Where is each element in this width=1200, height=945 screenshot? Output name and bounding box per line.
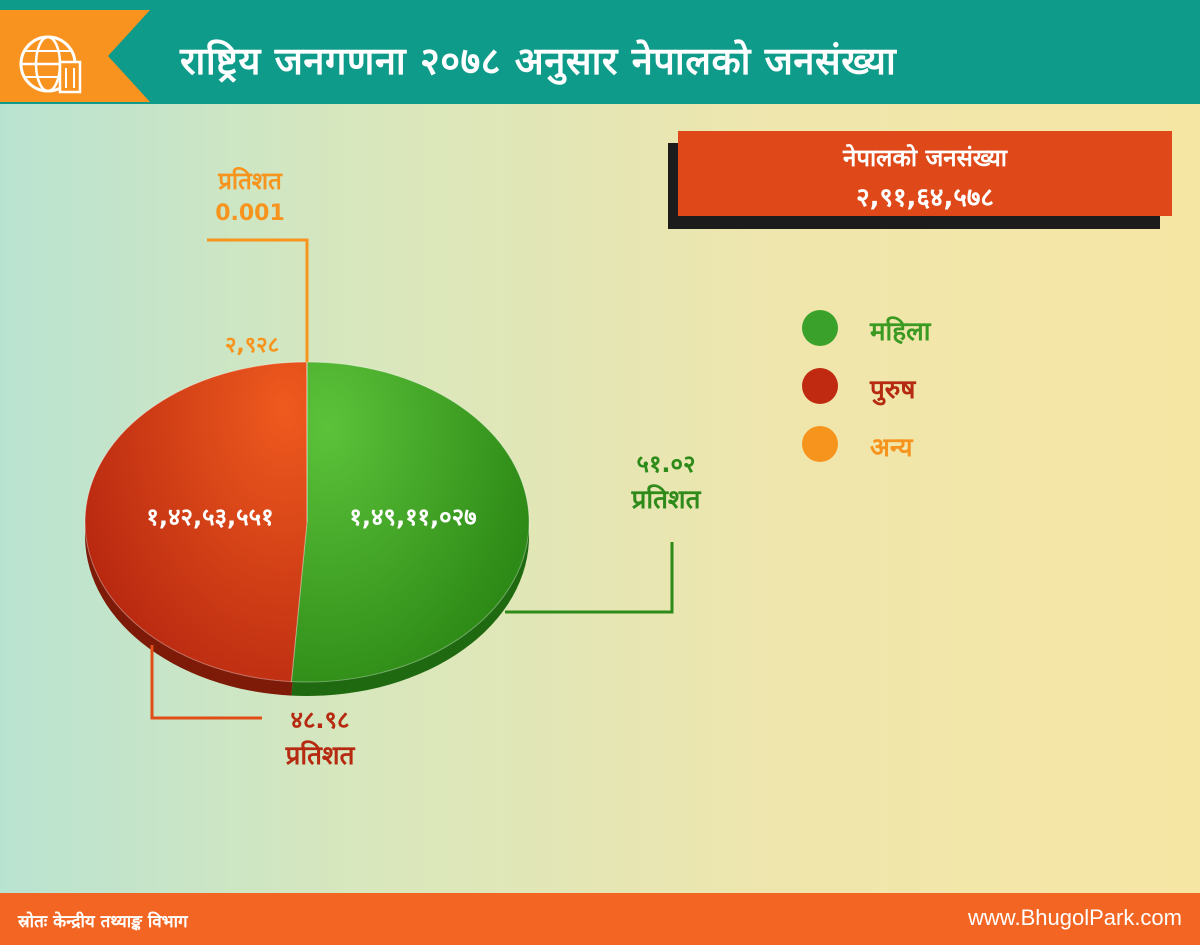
legend-label-male: पुरुष bbox=[870, 375, 916, 405]
percent-word-other: प्रतिशत bbox=[217, 167, 283, 195]
total-population-box: नेपालको जनसंख्या २,९१,६४,५७८ bbox=[678, 131, 1172, 216]
legend-label-other: अन्य bbox=[870, 433, 913, 463]
pie-slice-female bbox=[290, 361, 530, 683]
legend-swatch-other bbox=[802, 426, 838, 462]
percent-value-other: 0.001 bbox=[215, 201, 285, 226]
leader-line-female bbox=[505, 542, 674, 614]
header-bar: राष्ट्रिय जनगणना २०७८ अनुसार नेपालको जनस… bbox=[0, 0, 1200, 104]
total-label: नेपालको जनसंख्या bbox=[843, 144, 1007, 172]
total-value: २,९१,६४,५७८ bbox=[856, 183, 994, 213]
percent-value-female: ५१.०२ bbox=[636, 450, 695, 478]
footer-bar: स्रोतः केन्द्रीय तथ्याङ्क विभाग www.Bhug… bbox=[0, 893, 1200, 945]
percent-word-female: प्रतिशत bbox=[631, 484, 702, 515]
leader-line-male bbox=[150, 645, 262, 720]
pie-labels: १,४२,५३,५५१ १,४९,११,०२७ २,९२८ प्रतिशत 0.… bbox=[146, 167, 701, 771]
percent-word-male: प्रतिशत bbox=[285, 740, 356, 771]
slice-value-female: १,४९,११,०२७ bbox=[349, 503, 476, 531]
website-link[interactable]: www.BhugolPark.com bbox=[968, 905, 1182, 930]
slice-value-other: २,९२८ bbox=[225, 333, 279, 358]
leader-line-other bbox=[207, 238, 309, 362]
slice-value-male: १,४२,५३,५५१ bbox=[146, 503, 273, 531]
legend-label-female: महिला bbox=[870, 317, 931, 347]
legend-swatch-male bbox=[802, 368, 838, 404]
percent-value-male: ४८.९८ bbox=[290, 706, 349, 734]
source-text: स्रोतः केन्द्रीय तथ्याङ्क विभाग bbox=[18, 912, 188, 932]
pie-slices bbox=[84, 361, 530, 683]
pie-slice-male bbox=[84, 361, 308, 683]
globe-building-icon bbox=[19, 35, 82, 94]
legend-swatch-female bbox=[802, 310, 838, 346]
page-title: राष्ट्रिय जनगणना २०७८ अनुसार नेपालको जनस… bbox=[180, 39, 897, 83]
